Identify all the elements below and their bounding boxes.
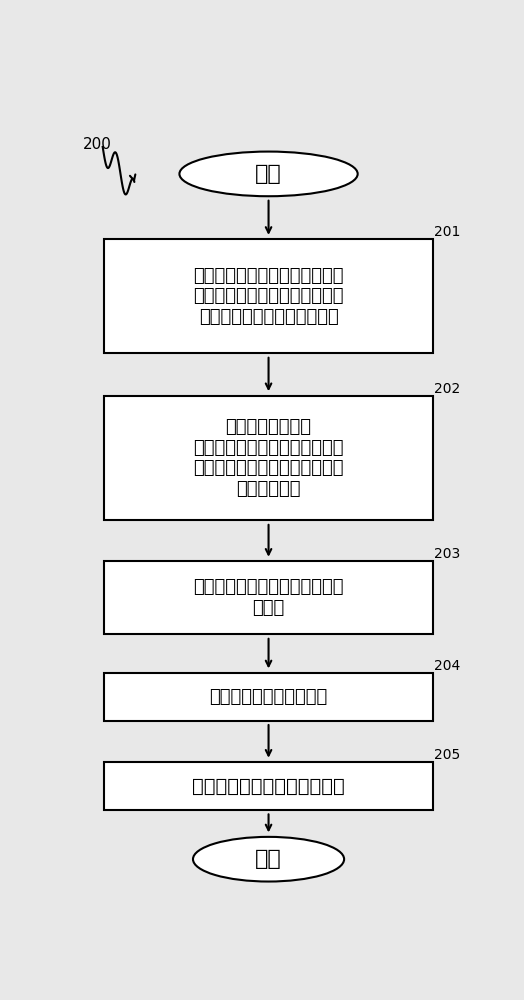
Text: 负责总装实做状态变更的管理: 负责总装实做状态变更的管理 <box>192 777 345 796</box>
Text: 203: 203 <box>434 547 461 561</box>
Text: 204: 204 <box>434 659 461 673</box>
Text: 变更数据版本变更
更新工艺数字样机版本、产品结
构变更数据、模型变更数据和属
性变更数据；: 变更数据版本变更 更新工艺数字样机版本、产品结 构变更数据、模型变更数据和属 性… <box>193 418 344 498</box>
Text: 200: 200 <box>83 137 112 152</box>
Ellipse shape <box>179 152 358 196</box>
Text: 负责工艺文件相关模块数据的变
更管理: 负责工艺文件相关模块数据的变 更管理 <box>193 578 344 617</box>
Text: 202: 202 <box>434 382 461 396</box>
Bar <box>104 239 433 353</box>
Text: 201: 201 <box>434 225 461 239</box>
Text: 开始: 开始 <box>255 164 282 184</box>
Ellipse shape <box>193 837 344 882</box>
Bar <box>104 762 433 810</box>
Bar <box>104 561 433 634</box>
Text: 结束: 结束 <box>255 849 282 869</box>
Text: 205: 205 <box>434 748 461 762</box>
Bar <box>104 673 433 721</box>
Text: 基于三维模型的航天器总装信息
的变更系统，并负责输入来自设
计部门和工艺人员的变更数据: 基于三维模型的航天器总装信息 的变更系统，并负责输入来自设 计部门和工艺人员的变… <box>193 267 344 326</box>
Text: 负责总装变更实施的管理: 负责总装变更实施的管理 <box>210 688 328 706</box>
Bar <box>104 396 433 520</box>
